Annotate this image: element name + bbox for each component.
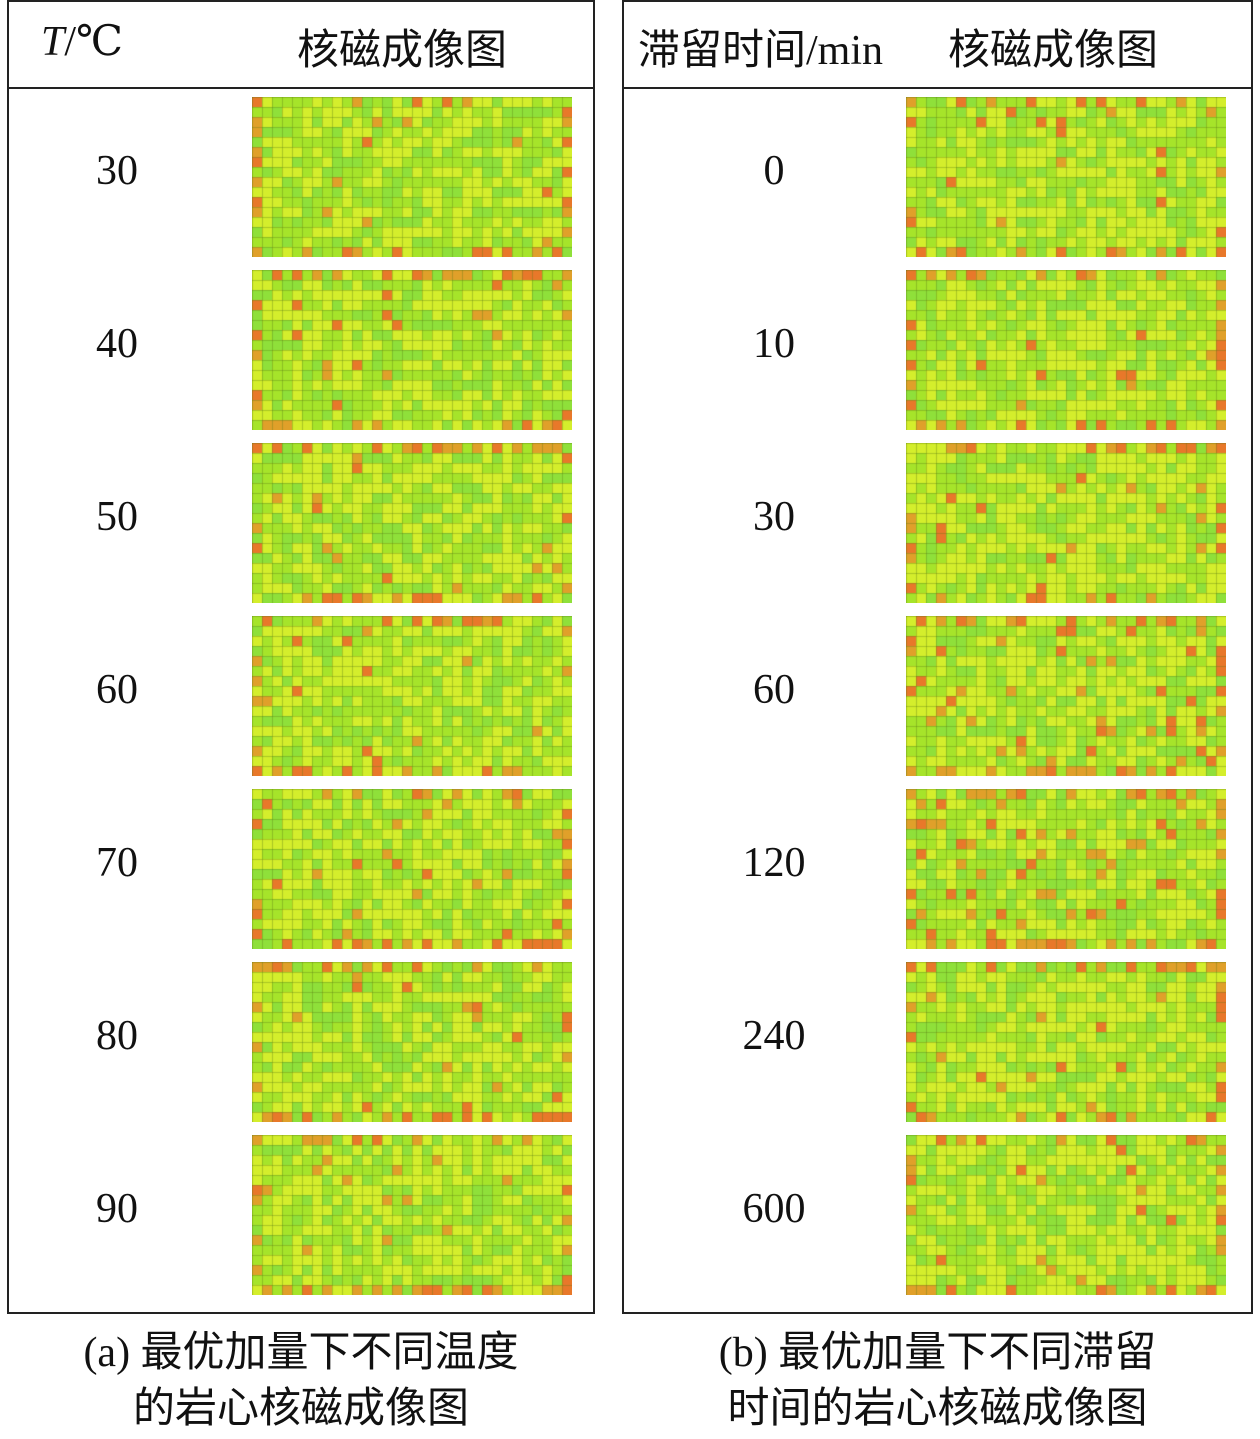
caption-b: (b) 最优加量下不同滞留 时间的岩心核磁成像图 [622,1325,1253,1437]
row-label: 40 [96,321,138,367]
caption-a: (a) 最优加量下不同温度 的岩心核磁成像图 [7,1325,595,1437]
row-label: 30 [96,148,138,194]
temperature-unit: /℃ [64,19,124,65]
row-label: 600 [742,1186,806,1232]
caption-a-line2: 的岩心核磁成像图 [132,1386,469,1432]
nmr-image [906,962,1226,1122]
panel-b-header: 滞留时间/min 核磁成像图 [624,2,1251,89]
panel-a-header: T/℃ 核磁成像图 [9,2,593,89]
table-row: 90 [9,1127,593,1299]
row-label: 120 [742,840,806,886]
row-label: 30 [753,494,795,540]
table-row: 240 [624,954,1251,1126]
nmr-image [906,443,1226,603]
temperature-symbol: T [41,19,65,65]
nmr-image [906,1135,1226,1295]
row-label: 80 [96,1013,138,1059]
table-row: 120 [624,781,1251,953]
table-row: 60 [9,608,593,780]
table-row: 60 [624,608,1251,780]
panel-temperature: T/℃ 核磁成像图 30 40 50 60 70 80 90 [7,0,595,1314]
nmr-image [252,270,572,430]
table-row: 10 [624,262,1251,434]
nmr-image [252,616,572,776]
row-label: 10 [753,321,795,367]
panel-residence-time: 滞留时间/min 核磁成像图 0 10 30 60 120 240 600 [622,0,1253,1314]
nmr-image [252,962,572,1122]
nmr-image [252,443,572,603]
nmr-image [252,789,572,949]
temperature-column-header: T/℃ [41,16,123,66]
table-row: 30 [624,435,1251,607]
table-row: 70 [9,781,593,953]
table-row: 50 [9,435,593,607]
caption-a-line1: (a) 最优加量下不同温度 [83,1330,519,1376]
table-row: 40 [9,262,593,434]
row-label: 70 [96,840,138,886]
nmr-image [906,789,1226,949]
row-label: 50 [96,494,138,540]
image-column-header: 核磁成像图 [948,28,1159,74]
nmr-image [906,97,1226,257]
row-label: 90 [96,1186,138,1232]
nmr-image [906,270,1226,430]
table-row: 80 [9,954,593,1126]
residence-time-column-header: 滞留时间/min [638,28,884,74]
caption-b-line1: (b) 最优加量下不同滞留 [718,1330,1157,1376]
image-column-header: 核磁成像图 [297,28,508,74]
nmr-image [252,97,572,257]
row-label: 60 [753,667,795,713]
nmr-image [906,616,1226,776]
table-row: 0 [624,89,1251,261]
table-row: 600 [624,1127,1251,1299]
nmr-image [252,1135,572,1295]
row-label: 60 [96,667,138,713]
table-row: 30 [9,89,593,261]
row-label: 240 [742,1013,806,1059]
caption-b-line2: 时间的岩心核磁成像图 [727,1386,1148,1432]
row-label: 0 [763,148,785,194]
